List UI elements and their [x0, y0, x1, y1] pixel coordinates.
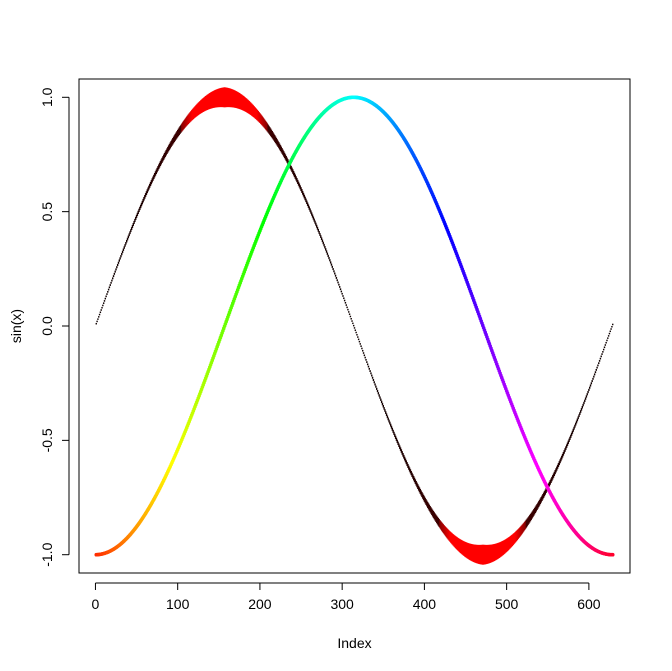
- y-tick-label: 0.5: [39, 202, 55, 222]
- x-tick-label: 500: [495, 596, 519, 612]
- x-tick-label: 400: [413, 596, 437, 612]
- negcos-point: [610, 552, 615, 557]
- y-axis: -1.0 -0.5 0.0 0.5 1.0: [39, 87, 70, 567]
- y-tick-label: 1.0: [39, 87, 55, 107]
- y-tick-label: -1.0: [39, 542, 55, 566]
- x-axis: 0 100 200 300 400 500 600: [92, 582, 601, 612]
- x-tick-label: 300: [330, 596, 354, 612]
- y-tick-label: 0.0: [39, 316, 55, 336]
- series-sin: [95, 87, 614, 565]
- series-layer: [94, 87, 615, 565]
- y-tick-label: -0.5: [39, 428, 55, 452]
- x-tick-label: 600: [577, 596, 601, 612]
- x-axis-label: Index: [337, 635, 371, 651]
- x-tick-label: 100: [166, 596, 190, 612]
- series-negcos: [94, 95, 615, 557]
- y-axis-label: sin(x): [8, 309, 24, 343]
- x-tick-label: 0: [92, 596, 100, 612]
- plot-box: [78, 78, 631, 574]
- x-tick-label: 200: [248, 596, 272, 612]
